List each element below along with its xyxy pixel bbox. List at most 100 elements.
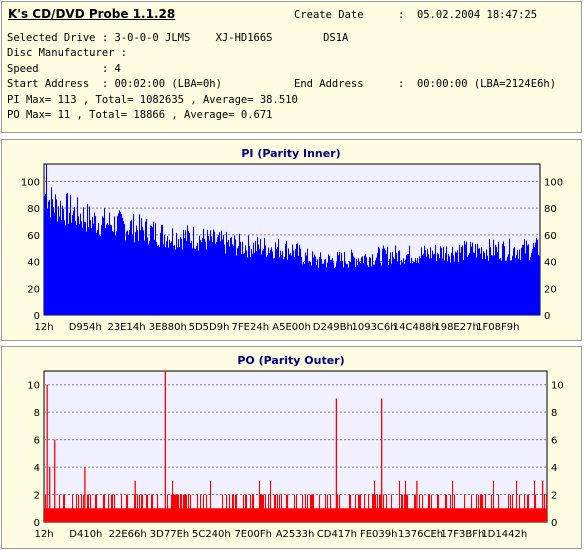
po-bar <box>256 508 258 522</box>
po-bar <box>55 508 57 522</box>
po-bar <box>473 508 475 522</box>
pi-bar <box>305 252 307 315</box>
pi-bar <box>184 237 186 315</box>
po-bar <box>77 508 79 522</box>
pi-bar <box>69 212 71 315</box>
pi-bar <box>91 228 93 315</box>
po-bar <box>261 494 263 522</box>
po-bar <box>513 508 515 522</box>
pi-x-tick-label: 198E27h <box>434 322 478 333</box>
po-bar <box>142 494 144 522</box>
po-bar <box>395 508 397 522</box>
po-bar <box>199 508 201 522</box>
po-bar <box>193 508 195 522</box>
po-bar <box>316 508 318 522</box>
po-bar <box>221 508 223 522</box>
pi-bar <box>264 237 266 315</box>
po-bar <box>166 508 168 522</box>
po-bar <box>215 508 217 522</box>
pi-bar <box>78 216 80 315</box>
po-bar <box>282 508 284 522</box>
pi-bar <box>203 228 205 315</box>
pi-bar <box>109 212 111 315</box>
pi-bar <box>497 251 499 315</box>
po-bar <box>163 508 165 522</box>
po-bar <box>192 508 194 522</box>
po-bar <box>489 508 491 522</box>
pi-bar <box>172 228 174 315</box>
po-bar <box>384 508 386 522</box>
pi-bar <box>307 248 309 315</box>
po-bar <box>374 480 376 522</box>
pi-bar <box>380 262 382 315</box>
po-bar <box>88 494 90 522</box>
po-bar <box>117 508 119 522</box>
pi-bar <box>205 241 207 315</box>
po-bar <box>271 508 273 522</box>
po-bar <box>113 508 115 522</box>
pi-bar <box>383 245 385 315</box>
pi-bar <box>128 235 130 315</box>
pi-bar <box>295 248 297 315</box>
pi-bar <box>53 207 55 315</box>
po-bar <box>143 508 145 522</box>
po-bar <box>81 494 83 522</box>
pi-bar <box>338 255 340 315</box>
po-bar <box>382 508 384 522</box>
pi-bar <box>450 262 452 315</box>
po-bar <box>435 508 437 522</box>
po-bar <box>275 494 277 522</box>
po-bar <box>78 494 80 522</box>
pi-bar <box>526 240 528 315</box>
pi-y-tick-right: 100 <box>544 177 563 188</box>
pi-bar <box>257 237 259 315</box>
po-y-tick-left: 6 <box>34 436 40 447</box>
po-bar <box>335 508 337 522</box>
pi-bar <box>424 245 426 315</box>
pi-bar <box>52 199 54 315</box>
po-bar <box>375 494 377 522</box>
pi-bar <box>532 248 534 315</box>
po-bar <box>532 508 534 522</box>
po-x-tick-label: 17F3BFh <box>441 529 485 540</box>
po-bar <box>157 494 159 522</box>
po-bar <box>546 494 548 522</box>
pi-bar <box>167 235 169 315</box>
pi-bar <box>422 254 424 315</box>
pi-bar <box>245 245 247 315</box>
pi-bar <box>496 246 498 315</box>
pi-bar <box>476 257 478 315</box>
pi-bar <box>63 208 65 315</box>
pi-bar <box>227 242 229 315</box>
pi-bar <box>353 256 355 315</box>
po-bar <box>190 494 192 522</box>
po-bar <box>82 508 84 522</box>
pi-bar <box>321 258 323 315</box>
po-bar <box>404 494 406 522</box>
pi-bar <box>355 266 357 315</box>
pi-bar <box>324 259 326 315</box>
pi-bar <box>285 243 287 315</box>
po-bar <box>528 494 530 522</box>
pi-bar <box>403 258 405 315</box>
po-bar <box>493 480 495 522</box>
po-bar <box>524 494 526 522</box>
po-bar <box>183 494 185 522</box>
pi-bar <box>366 257 368 315</box>
pi-bar <box>95 216 97 315</box>
po-bar <box>349 494 351 522</box>
po-bar <box>243 494 245 522</box>
pi-bar <box>87 204 89 315</box>
pi-bar <box>410 263 412 315</box>
po-bar <box>451 508 453 522</box>
po-bar <box>476 494 478 522</box>
po-bar <box>132 508 134 522</box>
pi-bar <box>340 260 342 315</box>
po-bar <box>109 508 111 522</box>
po-bar <box>58 508 60 522</box>
po-bar <box>534 480 536 522</box>
po-bar <box>426 508 428 522</box>
pi-bar <box>125 240 127 315</box>
pi-bar <box>107 222 109 315</box>
po-bar <box>511 508 513 522</box>
